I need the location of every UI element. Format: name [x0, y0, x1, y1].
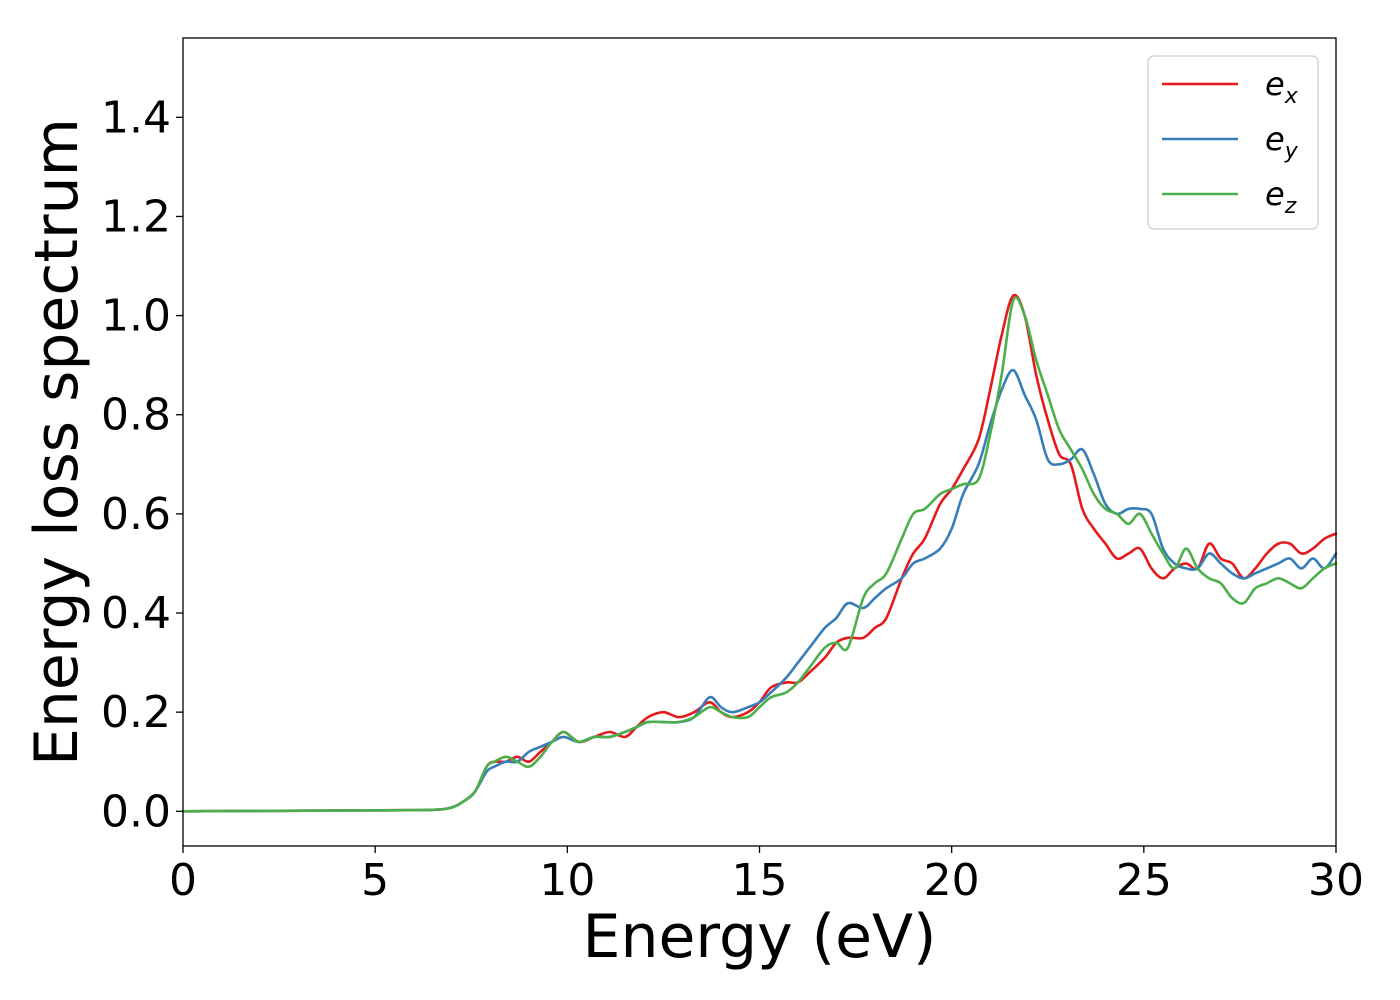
y-tick-label: 0.8 — [101, 390, 171, 441]
legend-label-y: ey — [1265, 120, 1299, 164]
y-tick-label: 0.4 — [101, 588, 171, 639]
legend-frame — [1147, 55, 1319, 230]
x-tick-label: 10 — [539, 855, 595, 906]
x-tick-label: 25 — [1116, 855, 1172, 906]
legend-label-z: ez — [1265, 175, 1297, 219]
y-tick-label: 0.2 — [101, 687, 171, 738]
plot-lines — [181, 293, 1338, 813]
x-tick-label: 0 — [169, 855, 197, 906]
x-tick-label: 30 — [1308, 855, 1364, 906]
legend-label-x: ex — [1265, 65, 1299, 109]
x-axis-label: Energy (eV) — [583, 902, 937, 972]
y-tick-label: 0.6 — [101, 489, 171, 540]
y-tick-label: 1.0 — [101, 291, 171, 342]
y-tick-label: 1.2 — [101, 191, 171, 242]
x-axis-ticks: 0 5 10 15 20 25 30 — [169, 846, 1364, 906]
y-axis-label: Energy loss spectrum — [22, 118, 92, 766]
x-tick-label: 20 — [924, 855, 980, 906]
x-tick-label: 15 — [732, 855, 788, 906]
y-axis-ticks: 0.0 0.2 0.4 0.6 0.8 1.0 1.2 1.4 — [101, 92, 183, 837]
series-line-z — [181, 296, 1338, 813]
x-tick-label: 5 — [361, 855, 389, 906]
legend: ex ey ez — [1147, 55, 1319, 230]
y-tick-label: 1.4 — [101, 92, 171, 143]
y-tick-label: 0.0 — [101, 786, 171, 837]
